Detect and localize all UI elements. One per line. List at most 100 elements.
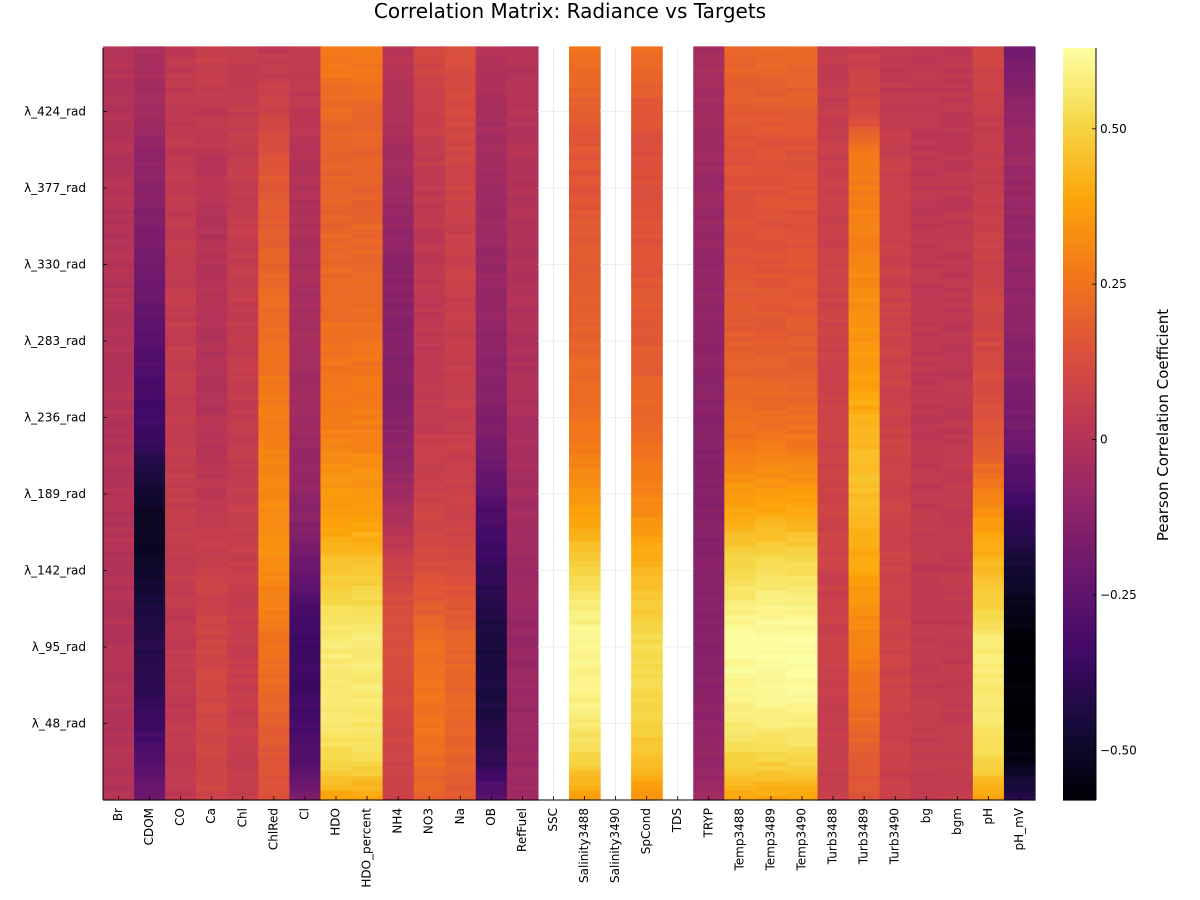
heatmap-cell xyxy=(196,726,228,733)
heatmap-cell xyxy=(506,345,539,352)
heatmap-cell xyxy=(258,184,290,191)
heatmap-cell xyxy=(941,463,974,469)
heatmap-cell xyxy=(382,550,415,557)
heatmap-cell xyxy=(413,736,446,742)
colorbar-segment xyxy=(1063,659,1096,666)
heatmap-cell xyxy=(165,209,197,215)
heatmap-cell xyxy=(351,780,384,786)
heatmap-cell xyxy=(693,521,725,528)
heatmap-cell xyxy=(755,355,788,362)
heatmap-cell xyxy=(1003,287,1036,293)
heatmap-cell xyxy=(848,360,881,366)
heatmap-cell xyxy=(351,409,384,415)
heatmap-cell xyxy=(786,336,819,342)
heatmap-cell xyxy=(289,751,322,757)
heatmap-cell xyxy=(848,404,881,410)
heatmap-cell xyxy=(475,336,508,342)
heatmap-cell xyxy=(910,321,943,327)
heatmap-cell xyxy=(351,355,384,362)
heatmap-cell xyxy=(724,555,756,562)
heatmap-cell xyxy=(879,72,912,78)
heatmap-cell xyxy=(506,111,539,117)
heatmap-cell xyxy=(1003,677,1036,684)
heatmap-cell xyxy=(444,565,477,572)
heatmap-cell xyxy=(444,194,477,200)
heatmap-cell xyxy=(786,507,819,513)
heatmap-cell xyxy=(941,458,974,464)
heatmap-cell xyxy=(631,673,663,679)
heatmap-cell xyxy=(848,765,881,772)
heatmap-cell xyxy=(413,145,446,152)
heatmap-cell xyxy=(972,91,1005,98)
heatmap-cell xyxy=(475,682,508,689)
heatmap-cell xyxy=(196,707,228,713)
heatmap-cell xyxy=(786,599,819,606)
heatmap-cell xyxy=(631,419,663,425)
colorbar-segment xyxy=(1063,268,1096,275)
heatmap-cell xyxy=(227,96,259,103)
heatmap-cell xyxy=(972,599,1005,606)
heatmap-cell xyxy=(693,223,725,230)
heatmap-cell xyxy=(1003,345,1036,352)
heatmap-cell xyxy=(103,345,135,352)
heatmap-cell xyxy=(227,443,259,450)
heatmap-cell xyxy=(817,248,850,254)
heatmap-cell xyxy=(134,214,166,220)
heatmap-cell xyxy=(1003,555,1036,562)
heatmap-cell xyxy=(848,370,881,376)
heatmap-cell xyxy=(351,165,384,171)
heatmap-cell xyxy=(693,536,725,542)
heatmap-cell xyxy=(258,282,290,288)
heatmap-cell xyxy=(848,682,881,689)
heatmap-cell xyxy=(444,253,477,259)
heatmap-cell xyxy=(134,570,166,576)
heatmap-cell xyxy=(196,663,228,669)
colorbar-segment xyxy=(1063,238,1096,245)
heatmap-cell xyxy=(941,72,974,78)
heatmap-cell xyxy=(724,282,756,288)
heatmap-cell xyxy=(103,472,135,479)
heatmap-cell xyxy=(134,531,166,537)
heatmap-cell xyxy=(755,629,788,635)
heatmap-cell xyxy=(848,594,881,601)
heatmap-cell xyxy=(569,160,601,166)
heatmap-cell xyxy=(351,57,384,64)
heatmap-cell xyxy=(475,707,508,713)
heatmap-cell xyxy=(413,785,446,791)
heatmap-cell xyxy=(227,653,259,659)
heatmap-cell xyxy=(848,282,881,288)
heatmap-cell xyxy=(382,297,415,303)
heatmap-cell xyxy=(879,770,912,777)
heatmap-cell xyxy=(444,140,477,147)
heatmap-cell xyxy=(227,487,259,493)
heatmap-cell xyxy=(817,663,850,669)
heatmap-cell xyxy=(755,218,788,225)
heatmap-cell xyxy=(289,604,322,611)
heatmap-cell xyxy=(724,624,756,630)
heatmap-cell xyxy=(569,736,601,742)
heatmap-cell xyxy=(289,101,322,108)
heatmap-cell xyxy=(382,135,415,142)
heatmap-cell xyxy=(351,463,384,469)
heatmap-cell xyxy=(134,702,166,708)
heatmap-cell xyxy=(103,57,135,64)
heatmap-cell xyxy=(444,765,477,772)
heatmap-cell xyxy=(941,326,974,332)
heatmap-cell xyxy=(382,214,415,220)
heatmap-cell xyxy=(879,380,912,386)
heatmap-cell xyxy=(351,345,384,352)
heatmap-cell xyxy=(631,321,663,327)
colorbar-segment xyxy=(1063,564,1096,570)
heatmap-cell xyxy=(475,570,508,576)
heatmap-cell xyxy=(258,765,290,772)
heatmap-cell xyxy=(972,301,1005,308)
heatmap-cell xyxy=(320,712,353,718)
heatmap-cell xyxy=(413,780,446,786)
heatmap-cell xyxy=(569,150,601,157)
heatmap-cell xyxy=(972,87,1005,93)
colorbar-segment xyxy=(1063,624,1096,631)
heatmap-cell xyxy=(817,277,850,283)
heatmap-cell xyxy=(289,82,322,88)
heatmap-cell xyxy=(196,541,228,547)
heatmap-cell xyxy=(289,541,322,547)
